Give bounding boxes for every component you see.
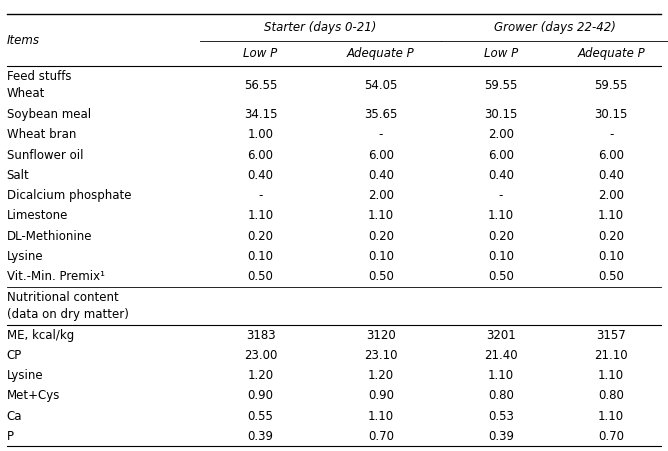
Text: Low P: Low P (484, 47, 518, 60)
Text: 3157: 3157 (597, 329, 626, 342)
Text: Adequate P: Adequate P (347, 47, 415, 60)
Text: P: P (7, 430, 13, 443)
Text: 59.55: 59.55 (484, 79, 518, 92)
Text: 35.65: 35.65 (364, 108, 397, 121)
Text: 1.10: 1.10 (488, 369, 514, 382)
Text: 1.10: 1.10 (598, 410, 625, 423)
Text: 0.80: 0.80 (488, 389, 514, 402)
Text: 0.50: 0.50 (488, 270, 514, 283)
Text: 0.20: 0.20 (599, 230, 624, 243)
Text: -: - (259, 189, 263, 202)
Text: 0.39: 0.39 (248, 430, 273, 443)
Text: DL-Methionine: DL-Methionine (7, 230, 92, 243)
Text: 0.90: 0.90 (248, 389, 273, 402)
Text: 0.70: 0.70 (599, 430, 624, 443)
Text: 0.40: 0.40 (599, 169, 624, 182)
Text: 0.20: 0.20 (488, 230, 514, 243)
Text: 1.00: 1.00 (248, 129, 273, 142)
Text: 0.39: 0.39 (488, 430, 514, 443)
Text: 1.10: 1.10 (598, 209, 625, 222)
Text: 0.40: 0.40 (368, 169, 393, 182)
Text: 1.10: 1.10 (247, 209, 274, 222)
Text: Lysine: Lysine (7, 250, 43, 263)
Text: Items: Items (7, 34, 39, 47)
Text: Salt: Salt (7, 169, 29, 182)
Text: 2.00: 2.00 (368, 189, 393, 202)
Text: ME, kcal/kg: ME, kcal/kg (7, 329, 74, 342)
Text: Low P: Low P (243, 47, 278, 60)
Text: 3120: 3120 (366, 329, 395, 342)
Text: 30.15: 30.15 (595, 108, 628, 121)
Text: 0.50: 0.50 (368, 270, 393, 283)
Text: 21.10: 21.10 (595, 349, 628, 362)
Text: 34.15: 34.15 (244, 108, 277, 121)
Text: 0.80: 0.80 (599, 389, 624, 402)
Text: 6.00: 6.00 (488, 149, 514, 161)
Text: Grower (days 22-42): Grower (days 22-42) (494, 21, 615, 34)
Text: Lysine: Lysine (7, 369, 43, 382)
Text: 0.10: 0.10 (599, 250, 624, 263)
Text: 1.10: 1.10 (488, 209, 514, 222)
Text: Vit.-Min. Premix¹: Vit.-Min. Premix¹ (7, 270, 105, 283)
Text: 1.20: 1.20 (367, 369, 394, 382)
Text: 0.10: 0.10 (488, 250, 514, 263)
Text: 3183: 3183 (246, 329, 275, 342)
Text: 56.55: 56.55 (244, 79, 277, 92)
Text: 21.40: 21.40 (484, 349, 518, 362)
Text: -: - (379, 129, 383, 142)
Text: Soybean meal: Soybean meal (7, 108, 91, 121)
Text: 30.15: 30.15 (484, 108, 518, 121)
Text: -: - (499, 189, 503, 202)
Text: 0.90: 0.90 (368, 389, 393, 402)
Text: 0.50: 0.50 (599, 270, 624, 283)
Text: Met+Cys: Met+Cys (7, 389, 60, 402)
Text: 1.10: 1.10 (367, 209, 394, 222)
Text: 2.00: 2.00 (488, 129, 514, 142)
Text: 0.70: 0.70 (368, 430, 393, 443)
Text: 6.00: 6.00 (599, 149, 624, 161)
Text: Feed stuffs
Wheat: Feed stuffs Wheat (7, 70, 71, 101)
Text: Sunflower oil: Sunflower oil (7, 149, 84, 161)
Text: Ca: Ca (7, 410, 22, 423)
Text: Limestone: Limestone (7, 209, 68, 222)
Text: 0.10: 0.10 (368, 250, 393, 263)
Text: 0.40: 0.40 (248, 169, 273, 182)
Text: Dicalcium phosphate: Dicalcium phosphate (7, 189, 131, 202)
Text: 23.10: 23.10 (364, 349, 397, 362)
Text: Nutritional content
(data on dry matter): Nutritional content (data on dry matter) (7, 291, 128, 321)
Text: 0.20: 0.20 (368, 230, 393, 243)
Text: 23.00: 23.00 (244, 349, 277, 362)
Text: Starter (days 0-21): Starter (days 0-21) (265, 21, 377, 34)
Text: 1.10: 1.10 (367, 410, 394, 423)
Text: 1.10: 1.10 (598, 369, 625, 382)
Text: 0.50: 0.50 (248, 270, 273, 283)
Text: 0.40: 0.40 (488, 169, 514, 182)
Text: 2.00: 2.00 (599, 189, 624, 202)
Text: -: - (609, 129, 613, 142)
Text: 0.10: 0.10 (248, 250, 273, 263)
Text: 0.55: 0.55 (248, 410, 273, 423)
Text: 3201: 3201 (486, 329, 516, 342)
Text: 6.00: 6.00 (248, 149, 273, 161)
Text: Wheat bran: Wheat bran (7, 129, 76, 142)
Text: Adequate P: Adequate P (577, 47, 645, 60)
Text: 0.20: 0.20 (248, 230, 273, 243)
Text: 59.55: 59.55 (595, 79, 628, 92)
Text: CP: CP (7, 349, 22, 362)
Text: 0.53: 0.53 (488, 410, 514, 423)
Text: 1.20: 1.20 (247, 369, 274, 382)
Text: 6.00: 6.00 (368, 149, 393, 161)
Text: 54.05: 54.05 (364, 79, 397, 92)
